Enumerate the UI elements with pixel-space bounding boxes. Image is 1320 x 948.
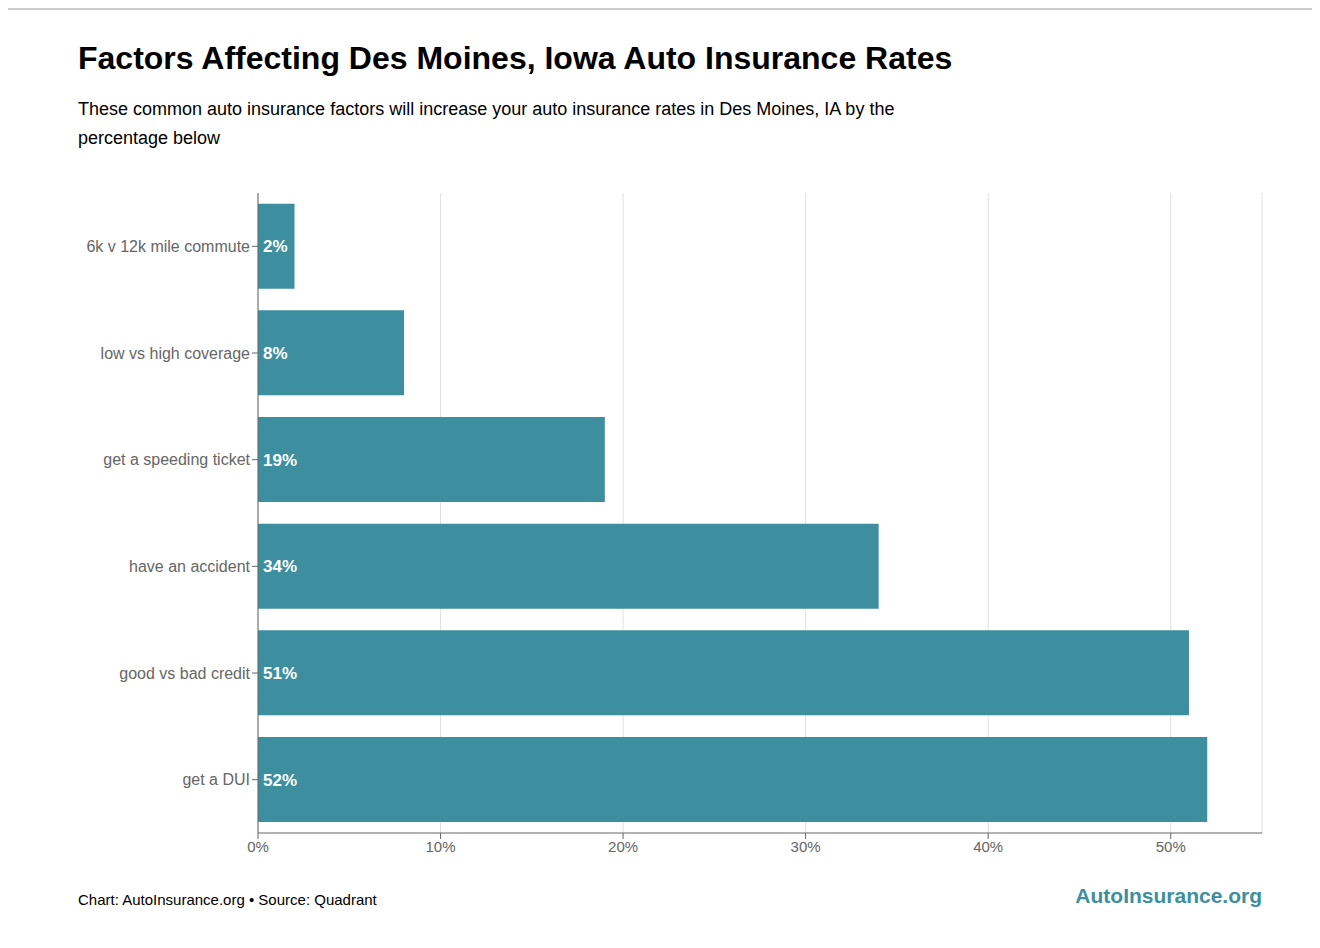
svg-text:51%: 51% [263, 663, 297, 682]
svg-text:8%: 8% [263, 343, 288, 362]
svg-text:34%: 34% [263, 557, 297, 576]
svg-text:50%: 50% [1156, 837, 1186, 854]
html-text:Factors Affecting Des Moines,: Factors Affecting Des Moines, Iowa Auto … [78, 40, 953, 76]
svg-text:20%: 20% [608, 837, 638, 854]
svg-text:6k v 12k mile commute: 6k v 12k mile commute [86, 238, 250, 255]
svg-text:19%: 19% [263, 450, 297, 469]
svg-text:10%: 10% [426, 837, 456, 854]
html-text:AutoInsurance.org: AutoInsurance.org [1075, 884, 1262, 907]
svg-text:have an accident: have an accident [129, 558, 251, 575]
svg-text:2%: 2% [263, 237, 288, 256]
svg-text:52%: 52% [263, 770, 297, 789]
svg-text:low vs high coverage: low vs high coverage [101, 344, 251, 361]
svg-text:40%: 40% [973, 837, 1003, 854]
svg-text:get a DUI: get a DUI [182, 771, 250, 788]
svg-text:get a speeding ticket: get a speeding ticket [103, 451, 250, 468]
svg-text:30%: 30% [791, 837, 821, 854]
html-text:Chart: AutoInsurance.org • Sou: Chart: AutoInsurance.org • Source: Quadr… [78, 891, 377, 908]
svg-text:good vs bad credit: good vs bad credit [119, 664, 250, 681]
html-text:These common auto insurance fa: These common auto insurance factors will… [78, 99, 895, 148]
svg-text:0%: 0% [247, 837, 269, 854]
